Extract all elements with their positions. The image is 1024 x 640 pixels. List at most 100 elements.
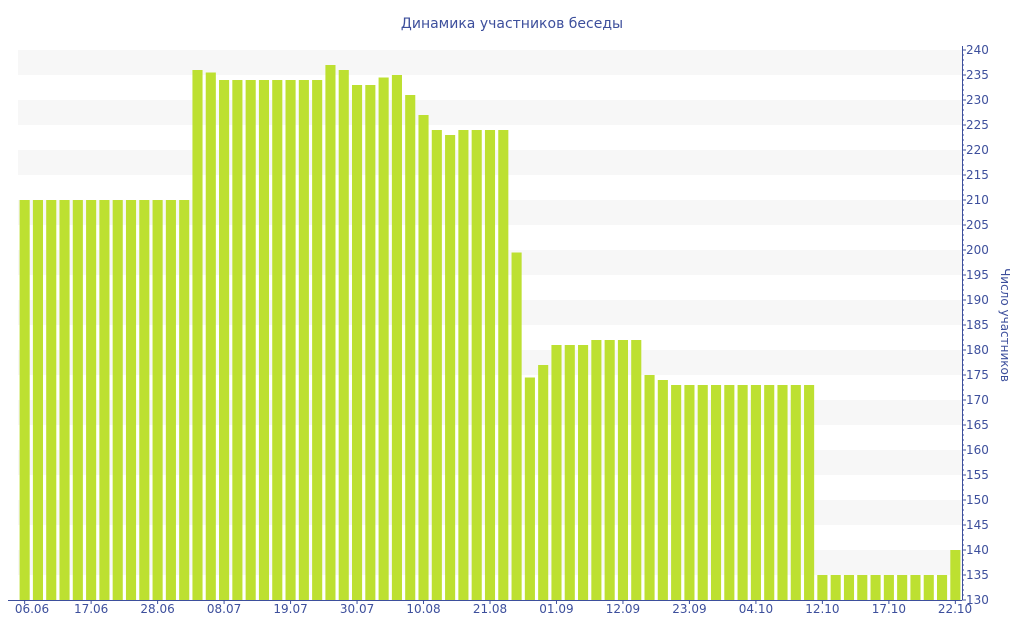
y-tick-label: 135 [966, 568, 989, 582]
bar [764, 385, 775, 600]
bars [19, 65, 961, 600]
x-tick-label: 19.07 [273, 602, 307, 616]
bar [86, 200, 97, 600]
grid-band [18, 50, 962, 75]
y-axis: 130 135 140 145 150 155 160 165 170 175 180 185 190 1… [962, 43, 989, 607]
bar [165, 200, 176, 600]
bar [617, 340, 629, 600]
bar [551, 345, 562, 600]
bar [258, 80, 270, 600]
bar [684, 385, 695, 600]
bar [232, 80, 243, 600]
y-tick-label: 150 [966, 493, 989, 507]
bar [910, 575, 921, 600]
y-tick-label: 215 [966, 168, 989, 182]
y-tick-label: 140 [966, 543, 989, 557]
bar [538, 365, 549, 600]
y-tick-label: 130 [966, 593, 989, 607]
bar [737, 385, 748, 600]
bar [750, 385, 761, 600]
y-tick-label: 220 [966, 143, 989, 157]
bar [391, 75, 402, 600]
y-tick-label: 230 [966, 93, 989, 107]
bar [458, 130, 469, 600]
y-tick-label: 170 [966, 393, 989, 407]
y-tick-label: 195 [966, 268, 989, 282]
grid-band [18, 100, 962, 125]
bar [139, 200, 150, 600]
bar [724, 385, 735, 600]
bar [125, 200, 137, 600]
bar [604, 340, 615, 600]
bar [591, 340, 602, 600]
bar [245, 80, 256, 600]
y-tick-label: 145 [966, 518, 989, 532]
bar [19, 200, 30, 600]
bar [804, 385, 815, 600]
y-tick-label: 240 [966, 43, 989, 57]
bar [285, 80, 296, 600]
x-tick-label: 06.06 [15, 602, 49, 616]
y-tick-label: 200 [966, 243, 989, 257]
y-tick-label: 205 [966, 218, 989, 232]
x-tick-label: 01.09 [539, 602, 573, 616]
bar [418, 115, 429, 600]
bar [46, 200, 57, 600]
bar [72, 200, 83, 600]
bar [431, 130, 442, 600]
x-tick-label: 23.09 [672, 602, 706, 616]
bar [671, 385, 682, 600]
bar [524, 377, 535, 600]
y-tick-label: 155 [966, 468, 989, 482]
y-tick-label: 190 [966, 293, 989, 307]
x-tick-label: 10.08 [406, 602, 440, 616]
bar [843, 575, 855, 600]
bar [870, 575, 881, 600]
y-tick-label: 185 [966, 318, 989, 332]
bar [498, 130, 509, 600]
y-tick-label: 225 [966, 118, 989, 132]
bar [790, 385, 801, 600]
bar [923, 575, 934, 600]
x-tick-label: 12.09 [606, 602, 640, 616]
chart-title: Динамика участников беседы [401, 16, 623, 32]
y-tick-label: 180 [966, 343, 989, 357]
bar [937, 575, 948, 600]
bar [192, 70, 203, 600]
y-tick-label: 175 [966, 368, 989, 382]
x-tick-label: 08.07 [207, 602, 241, 616]
bar [564, 345, 575, 600]
x-tick-label: 12.10 [805, 602, 839, 616]
bar [950, 550, 961, 600]
bar [471, 130, 482, 600]
bar [511, 252, 522, 600]
bar [710, 385, 722, 600]
bar [365, 85, 376, 600]
bar [312, 80, 323, 600]
bar [657, 380, 668, 600]
bar [272, 80, 283, 600]
y-tick-label: 165 [966, 418, 989, 432]
x-tick-label: 17.10 [872, 602, 906, 616]
bar [205, 72, 216, 600]
bar [817, 575, 828, 600]
x-tick-label: 17.06 [74, 602, 108, 616]
x-tick-label: 30.07 [340, 602, 374, 616]
y-tick-label: 210 [966, 193, 989, 207]
bar [830, 575, 841, 600]
bar [897, 575, 908, 600]
bar [152, 200, 163, 600]
bar [445, 135, 456, 600]
bar [378, 77, 389, 600]
x-tick-label: 28.06 [140, 602, 174, 616]
bar [405, 95, 416, 600]
bar [338, 70, 349, 600]
bar [644, 375, 655, 600]
bar [219, 80, 230, 600]
x-tick-label: 04.10 [739, 602, 773, 616]
bar [883, 575, 894, 600]
bar [112, 200, 123, 600]
bar [325, 65, 336, 600]
bar [578, 345, 589, 600]
